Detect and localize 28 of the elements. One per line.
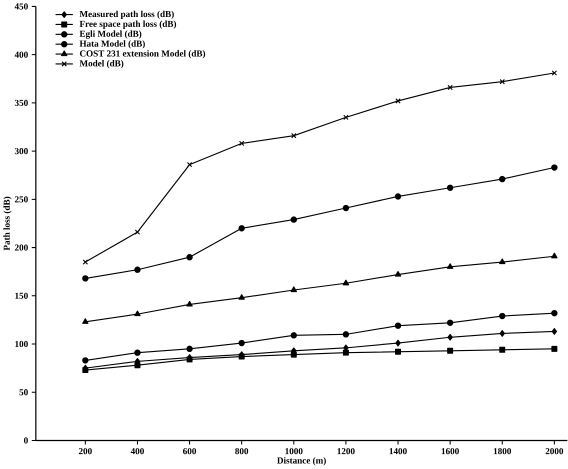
y-tick-label: 350: [14, 100, 28, 106]
x-tick-label: 1200: [338, 448, 355, 454]
x-tick-label: 600: [183, 448, 196, 454]
y-tick-label: 150: [15, 292, 28, 299]
y-tick-label: 250: [14, 196, 28, 203]
x-tick-label: 1000: [285, 448, 303, 454]
legend-label: Model (dB): [80, 60, 124, 68]
y-tick-label: 450: [14, 3, 28, 10]
y-tick-label: 50: [19, 389, 28, 396]
x-tick-label: 1600: [442, 448, 459, 454]
legend-label: Egli Model (dB): [80, 30, 142, 39]
y-tick-label: 200: [14, 244, 28, 251]
x-tick-label: 1800: [494, 448, 512, 454]
legend-label: Free space path loss (dB): [80, 20, 176, 29]
x-tick-label: 1400: [390, 448, 407, 454]
y-axis-title: Path loss (dB): [3, 196, 12, 250]
y-tick-label: 0: [24, 437, 28, 444]
x-tick-label: 2000: [546, 448, 564, 454]
y-tick-label: 400: [14, 52, 28, 58]
y-tick-label: 100: [15, 341, 28, 348]
y-tick-label: 300: [14, 148, 28, 154]
x-tick-label: 200: [78, 448, 92, 454]
legend-label: Hata Model (dB): [80, 40, 145, 49]
x-axis-title: Distance (m): [277, 457, 326, 466]
x-tick-label: 800: [235, 448, 248, 454]
legend-label: Measured path loss (dB): [80, 10, 174, 20]
x-tick-label: 400: [130, 448, 144, 454]
legend-label: COST 231 extension Model (dB): [80, 50, 206, 59]
